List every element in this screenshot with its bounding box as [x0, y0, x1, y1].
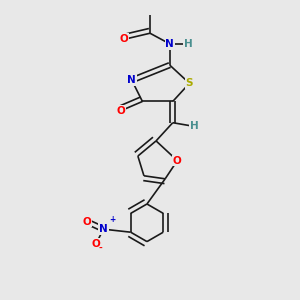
Text: O: O — [82, 217, 91, 226]
Text: O: O — [120, 34, 129, 44]
Text: H: H — [184, 39, 192, 49]
Text: H: H — [190, 121, 198, 131]
Text: O: O — [92, 239, 100, 249]
Text: N: N — [128, 75, 136, 85]
Text: O: O — [117, 106, 126, 116]
Text: N: N — [165, 39, 174, 49]
Text: O: O — [173, 156, 182, 166]
Text: +: + — [110, 215, 116, 224]
Text: -: - — [98, 244, 102, 253]
Text: S: S — [186, 78, 193, 88]
Text: N: N — [99, 224, 108, 234]
